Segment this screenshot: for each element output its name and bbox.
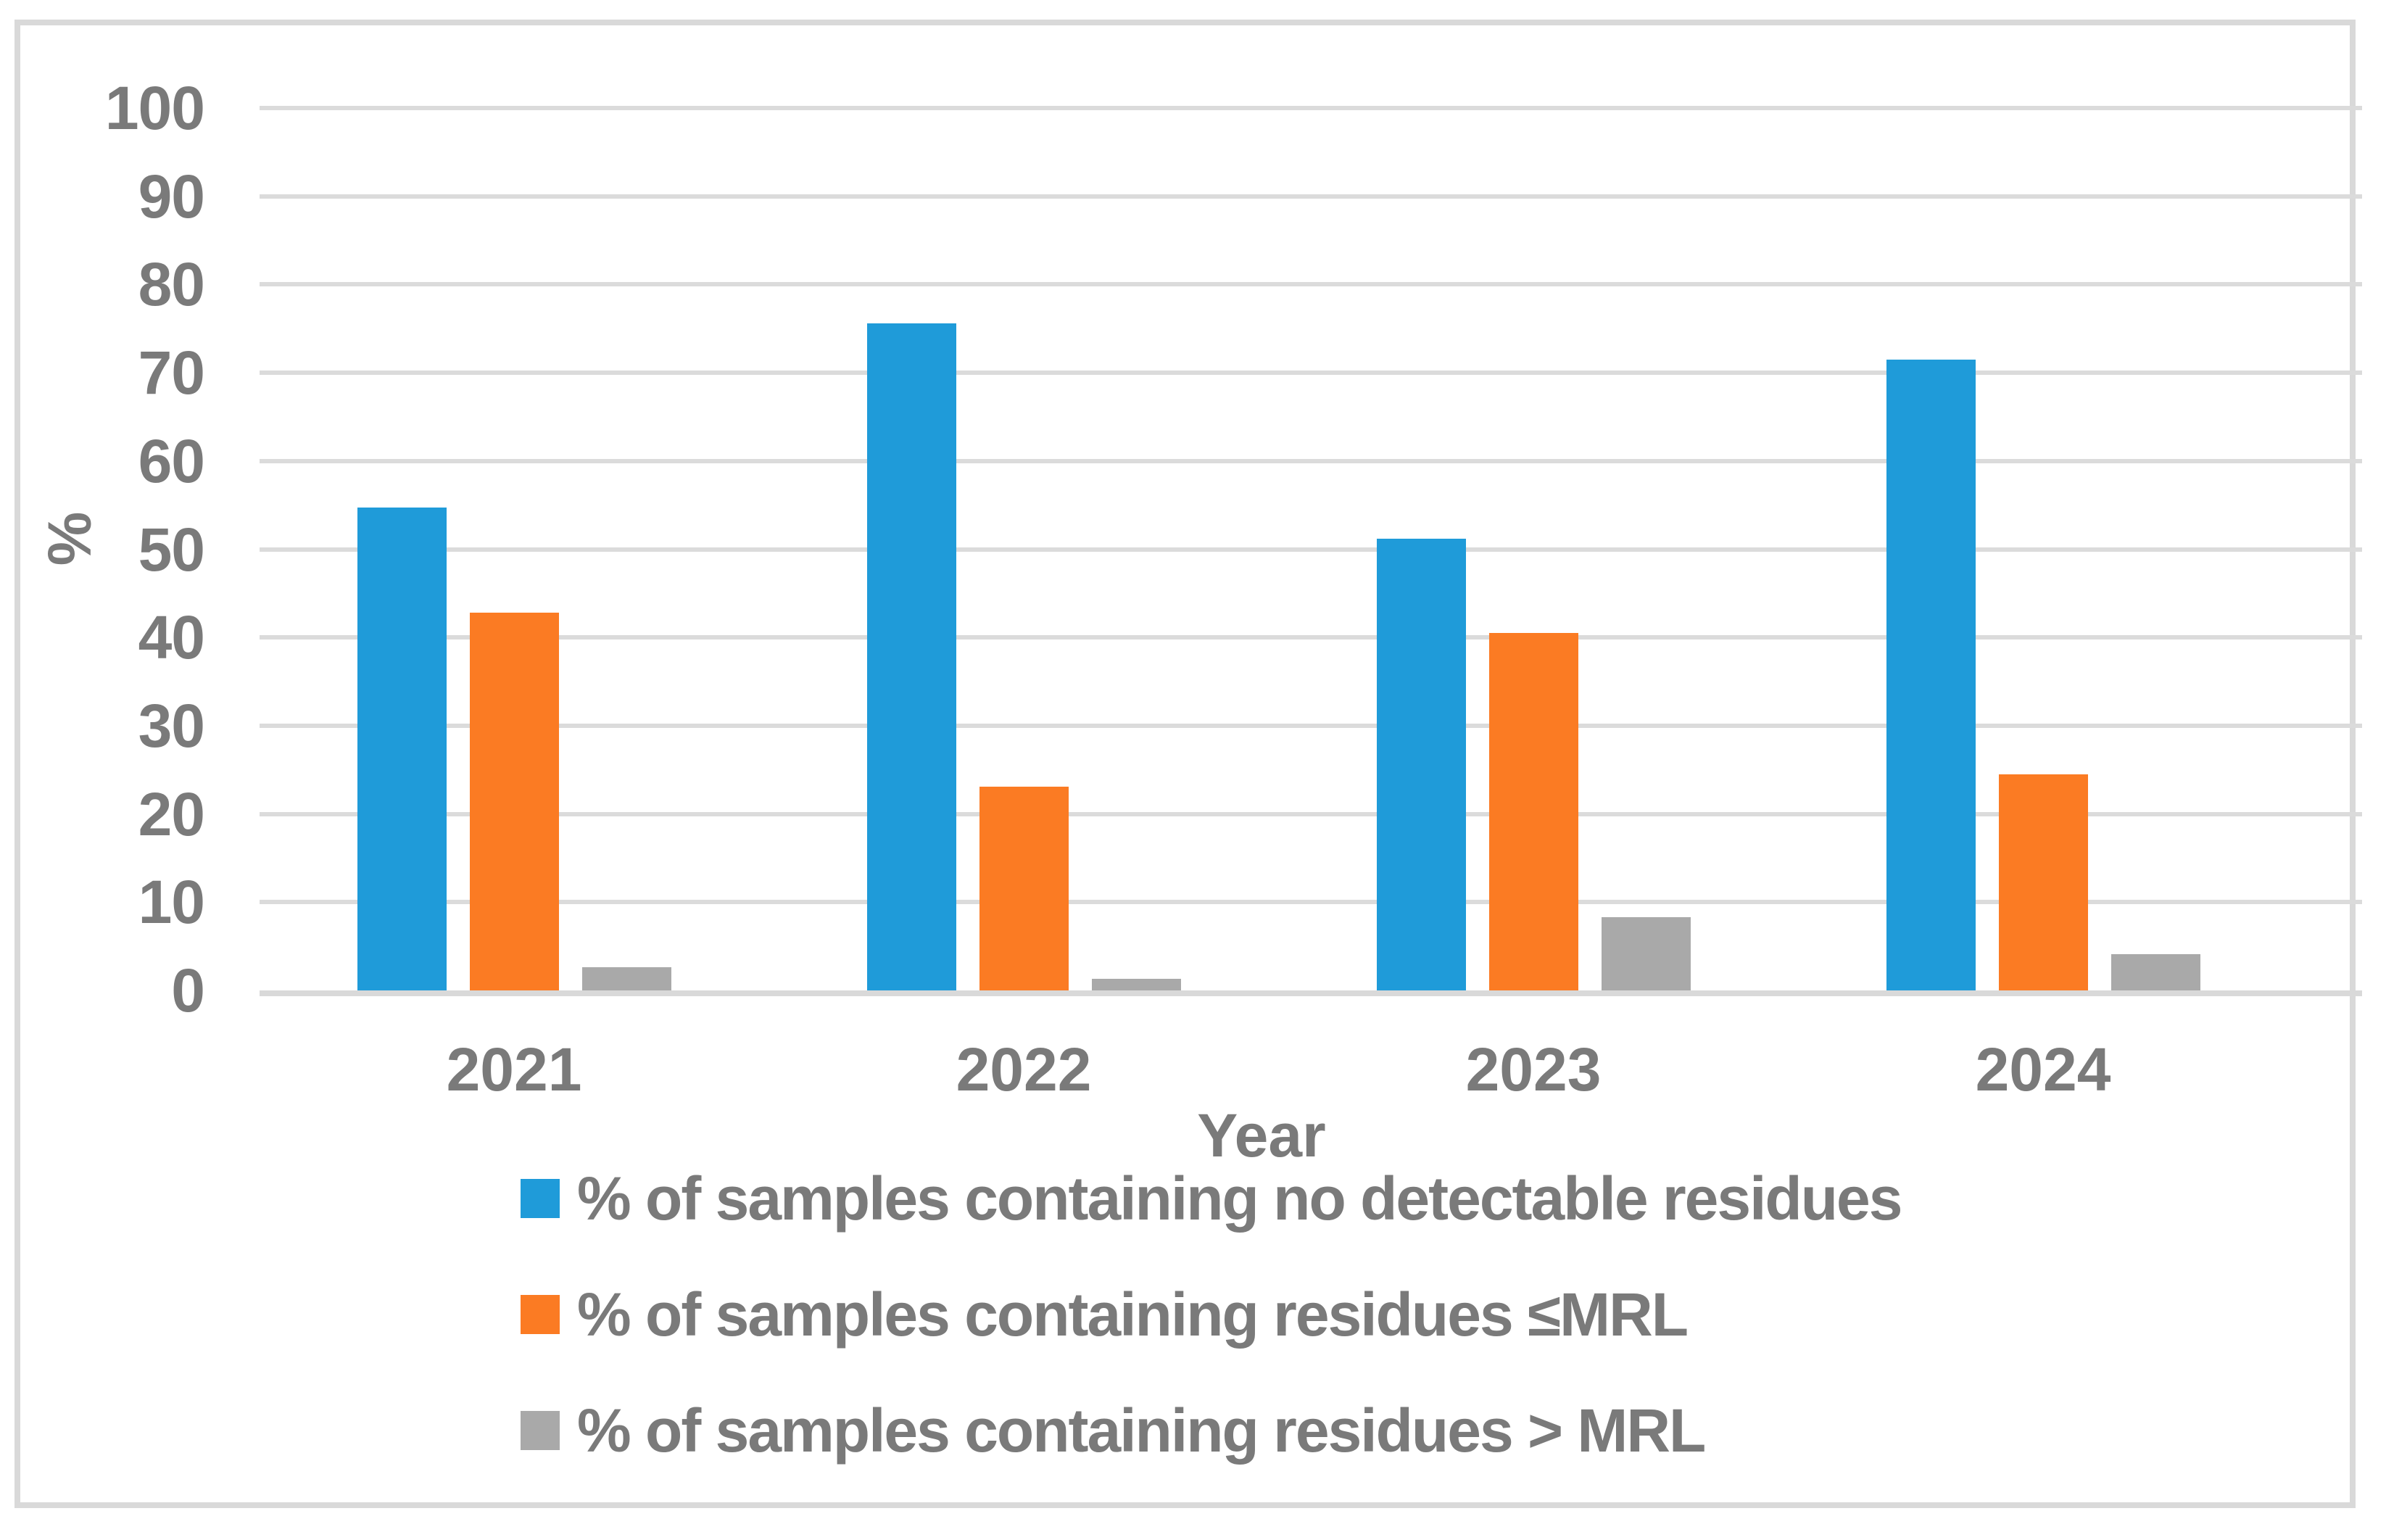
legend-item-2: % of samples containing residues > MRL	[521, 1396, 1706, 1465]
bar-2022-series-2	[1091, 979, 1181, 990]
gridline-90	[260, 194, 2362, 199]
legend-marker-icon	[521, 1411, 560, 1450]
legend-label: % of samples containing residues > MRL	[577, 1396, 1706, 1465]
bar-2024-series-0	[1886, 359, 1976, 990]
legend-label: % of samples containing residues ≤MRL	[577, 1280, 1689, 1349]
y-tick-label-30: 30	[138, 691, 205, 760]
gridline-20	[260, 811, 2362, 816]
plot-area	[260, 106, 2362, 996]
y-tick-label-0: 0	[171, 956, 205, 1024]
x-axis-line	[260, 990, 2362, 996]
y-tick-label-100: 100	[104, 74, 205, 142]
bar-2023-series-2	[1601, 917, 1691, 990]
gridline-100	[260, 106, 2362, 110]
bar-2021-series-1	[469, 613, 559, 990]
x-tick-label-2024: 2024	[1975, 1035, 2111, 1104]
gridline-80	[260, 282, 2362, 287]
y-axis-title: %	[36, 511, 104, 566]
y-tick-label-40: 40	[138, 603, 205, 672]
x-axis-title: Year	[1197, 1101, 1326, 1170]
y-tick-label-20: 20	[138, 779, 205, 848]
y-tick-label-70: 70	[138, 339, 205, 407]
gridline-50	[260, 547, 2362, 552]
x-tick-label-2022: 2022	[956, 1035, 1092, 1104]
y-tick-label-90: 90	[138, 162, 205, 231]
bar-2021-series-0	[357, 508, 447, 990]
bar-2024-series-2	[2110, 954, 2200, 990]
x-tick-label-2023: 2023	[1465, 1035, 1602, 1104]
gridline-70	[260, 370, 2362, 376]
legend-marker-icon	[521, 1295, 560, 1334]
gridline-10	[260, 900, 2362, 905]
gridline-40	[260, 635, 2362, 640]
gridline-60	[260, 458, 2362, 463]
gridline-30	[260, 723, 2362, 728]
y-tick-label-80: 80	[138, 250, 205, 319]
bar-2023-series-1	[1488, 633, 1578, 990]
legend-label: % of samples containing no detectable re…	[577, 1164, 1902, 1233]
bar-2022-series-1	[979, 786, 1069, 990]
bar-2022-series-0	[866, 323, 956, 990]
legend-item-0: % of samples containing no detectable re…	[521, 1164, 1902, 1233]
y-tick-label-10: 10	[138, 868, 205, 937]
y-tick-label-60: 60	[138, 426, 205, 495]
x-tick-label-2021: 2021	[446, 1035, 582, 1104]
bar-2024-series-1	[1998, 774, 2088, 990]
y-tick-label-50: 50	[138, 515, 205, 584]
bar-2021-series-2	[581, 967, 671, 990]
legend-marker-icon	[521, 1179, 560, 1218]
bar-2023-series-0	[1376, 538, 1466, 990]
legend-item-1: % of samples containing residues ≤MRL	[521, 1280, 1689, 1349]
